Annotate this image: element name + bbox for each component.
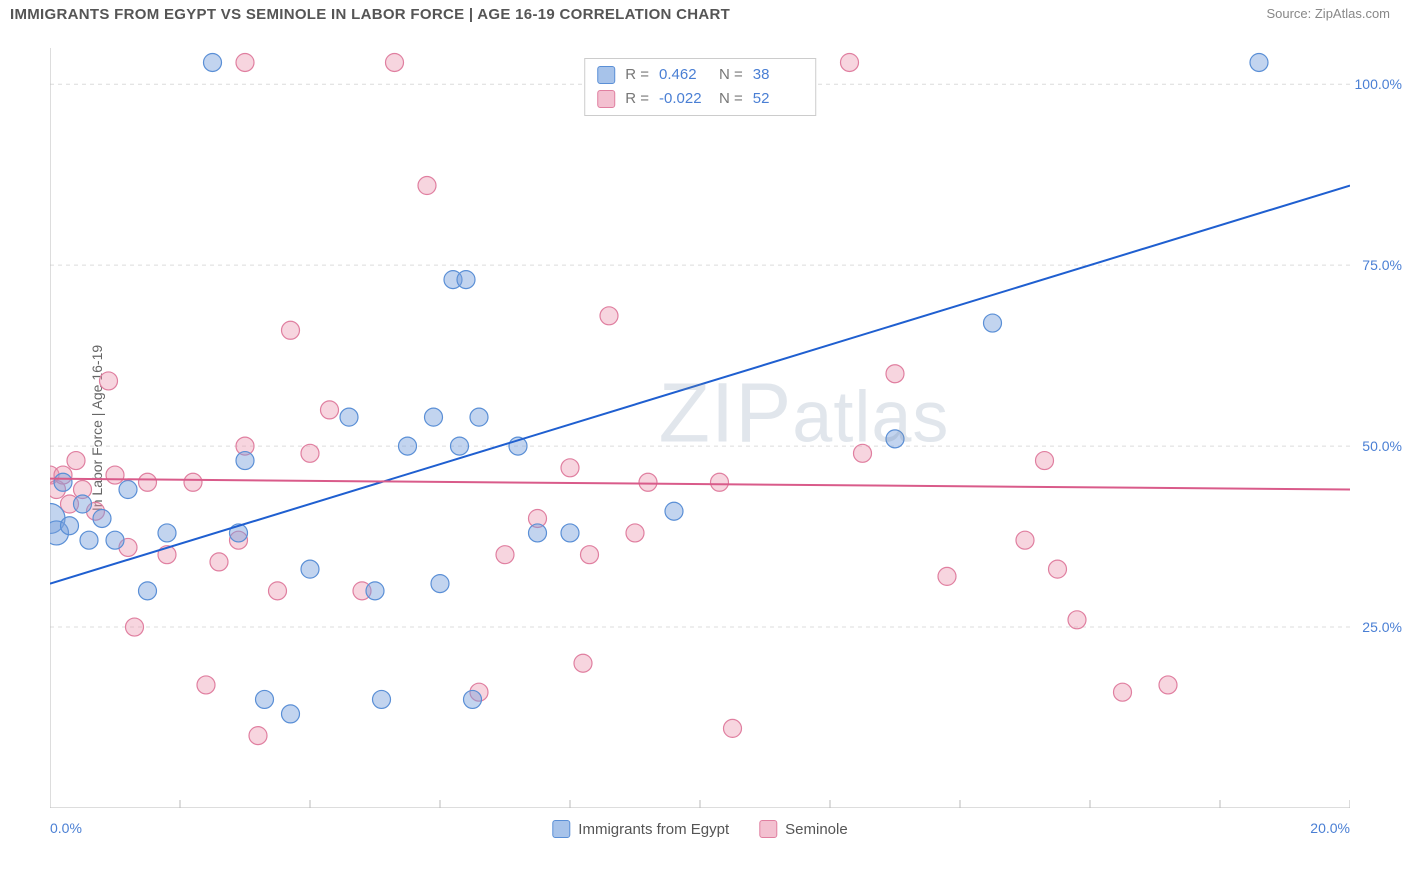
- data-point: [301, 560, 319, 578]
- chart-title: IMMIGRANTS FROM EGYPT VS SEMINOLE IN LAB…: [10, 6, 730, 23]
- data-point: [626, 524, 644, 542]
- chart-area: In Labor Force | Age 16-19 ZIPatlas R = …: [50, 48, 1350, 808]
- data-point: [106, 466, 124, 484]
- data-point: [373, 690, 391, 708]
- data-point: [269, 582, 287, 600]
- chart-source: Source: ZipAtlas.com: [1266, 6, 1390, 21]
- data-point: [581, 546, 599, 564]
- data-point: [425, 408, 443, 426]
- data-point: [93, 509, 111, 527]
- data-point: [61, 517, 79, 535]
- data-point: [74, 495, 92, 513]
- scatter-plot: [50, 48, 1350, 808]
- x-tick-label: 20.0%: [1310, 820, 1350, 836]
- r-label: R =: [625, 63, 649, 87]
- chart-header: IMMIGRANTS FROM EGYPT VS SEMINOLE IN LAB…: [0, 0, 1406, 27]
- trend-line: [50, 479, 1350, 490]
- data-point: [236, 53, 254, 71]
- swatch-seminole-icon: [597, 90, 615, 108]
- data-point: [600, 307, 618, 325]
- data-point: [386, 53, 404, 71]
- data-point: [1114, 683, 1132, 701]
- legend-item-seminole: Seminole: [759, 820, 848, 838]
- data-point: [321, 401, 339, 419]
- data-point: [301, 444, 319, 462]
- data-point: [886, 430, 904, 448]
- y-tick-label: 25.0%: [1362, 619, 1402, 635]
- trend-line: [50, 186, 1350, 584]
- n-label: N =: [719, 63, 743, 87]
- data-point: [80, 531, 98, 549]
- data-point: [139, 473, 157, 491]
- legend-item-egypt: Immigrants from Egypt: [552, 820, 729, 838]
- x-tick-label: 0.0%: [50, 820, 82, 836]
- r-value-egypt: 0.462: [659, 63, 709, 87]
- data-point: [197, 676, 215, 694]
- data-point: [561, 459, 579, 477]
- n-value-seminole: 52: [753, 87, 803, 111]
- series-legend: Immigrants from Egypt Seminole: [552, 820, 847, 838]
- legend-label-seminole: Seminole: [785, 821, 848, 838]
- data-point: [496, 546, 514, 564]
- data-point: [854, 444, 872, 462]
- y-tick-label: 75.0%: [1362, 257, 1402, 273]
- data-point: [249, 727, 267, 745]
- data-point: [236, 452, 254, 470]
- data-point: [470, 408, 488, 426]
- data-point: [711, 473, 729, 491]
- data-point: [457, 271, 475, 289]
- y-tick-label: 100.0%: [1355, 76, 1402, 92]
- swatch-egypt-icon: [552, 820, 570, 838]
- data-point: [184, 473, 202, 491]
- data-point: [418, 177, 436, 195]
- data-point: [938, 567, 956, 585]
- data-point: [451, 437, 469, 455]
- data-point: [1036, 452, 1054, 470]
- swatch-egypt-icon: [597, 66, 615, 84]
- swatch-seminole-icon: [759, 820, 777, 838]
- data-point: [529, 524, 547, 542]
- data-point: [1250, 53, 1268, 71]
- data-point: [886, 365, 904, 383]
- data-point: [1068, 611, 1086, 629]
- data-point: [639, 473, 657, 491]
- n-value-egypt: 38: [753, 63, 803, 87]
- data-point: [724, 719, 742, 737]
- correlation-legend: R = 0.462 N = 38 R = -0.022 N = 52: [584, 58, 816, 116]
- data-point: [100, 372, 118, 390]
- r-value-seminole: -0.022: [659, 87, 709, 111]
- data-point: [210, 553, 228, 571]
- data-point: [464, 690, 482, 708]
- data-point: [158, 524, 176, 542]
- r-label: R =: [625, 87, 649, 111]
- data-point: [366, 582, 384, 600]
- data-point: [665, 502, 683, 520]
- data-point: [984, 314, 1002, 332]
- data-point: [282, 321, 300, 339]
- data-point: [256, 690, 274, 708]
- data-point: [54, 473, 72, 491]
- data-point: [119, 481, 137, 499]
- n-label: N =: [719, 87, 743, 111]
- data-point: [204, 53, 222, 71]
- data-point: [431, 575, 449, 593]
- data-point: [67, 452, 85, 470]
- y-tick-label: 50.0%: [1362, 438, 1402, 454]
- data-point: [574, 654, 592, 672]
- data-point: [1159, 676, 1177, 694]
- data-point: [126, 618, 144, 636]
- data-point: [1016, 531, 1034, 549]
- data-point: [561, 524, 579, 542]
- data-point: [282, 705, 300, 723]
- legend-label-egypt: Immigrants from Egypt: [578, 821, 729, 838]
- data-point: [1049, 560, 1067, 578]
- data-point: [340, 408, 358, 426]
- correlation-row-seminole: R = -0.022 N = 52: [597, 87, 803, 111]
- data-point: [106, 531, 124, 549]
- data-point: [841, 53, 859, 71]
- data-point: [139, 582, 157, 600]
- data-point: [399, 437, 417, 455]
- correlation-row-egypt: R = 0.462 N = 38: [597, 63, 803, 87]
